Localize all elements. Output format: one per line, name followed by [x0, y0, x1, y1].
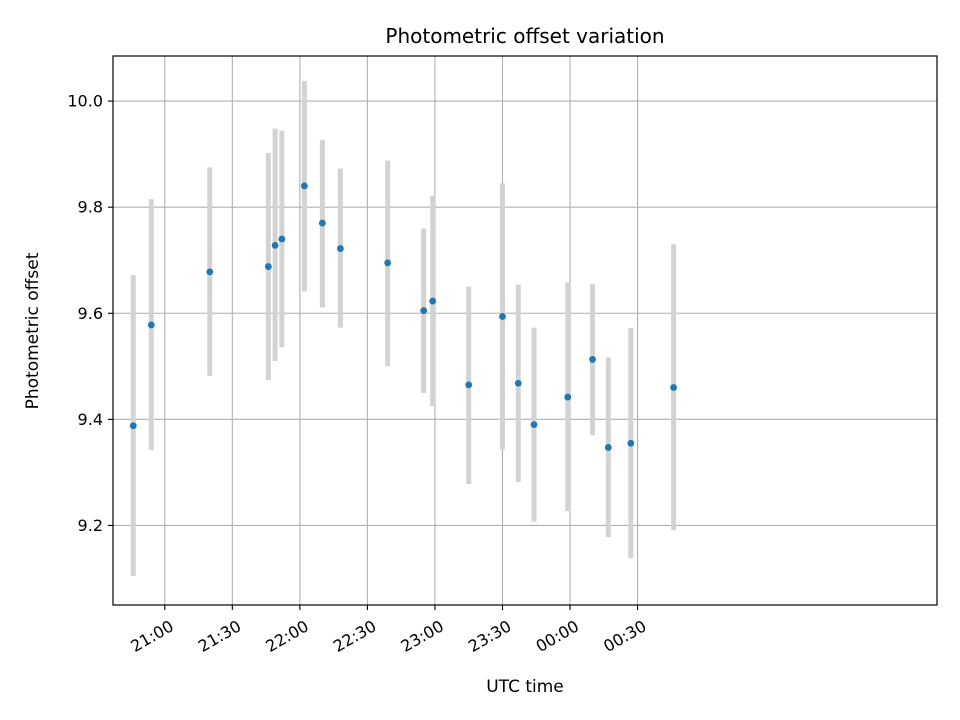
data-point: [318, 219, 326, 227]
y-tick-label: 10.0: [67, 92, 103, 111]
y-axis-title: Photometric offset: [23, 252, 43, 409]
data-point: [604, 444, 612, 451]
data-point: [420, 307, 428, 315]
data-point: [499, 313, 506, 320]
data-point: [514, 379, 522, 387]
data-point: [465, 381, 473, 389]
data-point: [147, 321, 155, 329]
x-axis-title: UTC time: [486, 677, 564, 697]
y-tick-label: 9.8: [78, 198, 103, 217]
data-points: [129, 182, 677, 451]
data-point: [271, 241, 279, 249]
data-point: [384, 259, 392, 267]
y-tick-label: 9.4: [78, 410, 103, 429]
data-point: [264, 263, 272, 270]
data-point: [670, 384, 677, 391]
data-point: [300, 182, 308, 190]
y-tick-label: 9.2: [78, 516, 103, 535]
data-point: [564, 393, 572, 401]
data-point: [129, 422, 137, 430]
plot-frame: [112, 55, 938, 606]
chart-title: Photometric offset variation: [385, 24, 664, 48]
data-point: [278, 235, 286, 243]
data-point: [336, 245, 344, 252]
data-point: [589, 356, 596, 363]
data-point: [627, 439, 635, 447]
y-axis-ticks: 9.2 9.4 9.6 9.8 10.0: [67, 92, 113, 535]
y-tick-label: 9.6: [78, 304, 103, 323]
data-point: [429, 297, 437, 305]
data-point: [530, 421, 538, 429]
data-point: [206, 268, 214, 276]
